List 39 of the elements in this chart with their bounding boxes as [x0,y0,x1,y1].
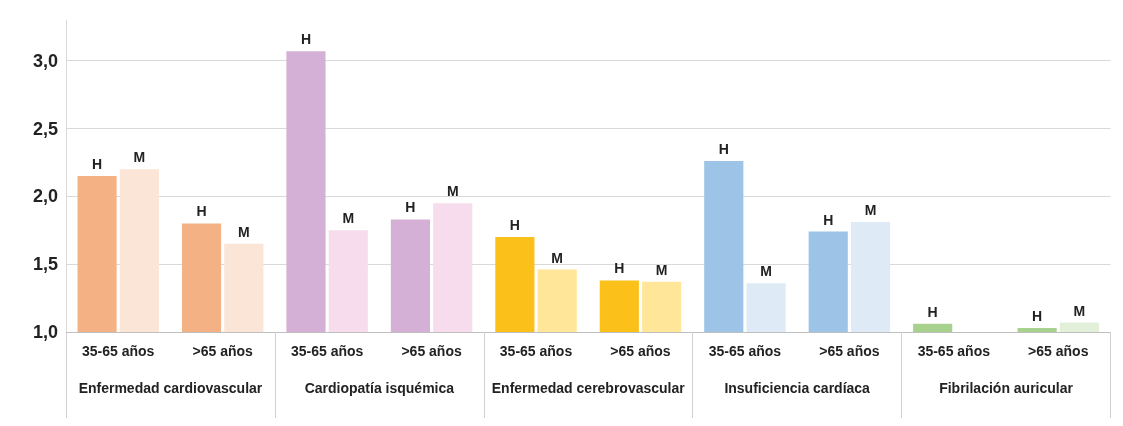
text: H [927,303,938,320]
x-tick-label: >65 años [401,343,462,359]
x-tick-label: 35-65 años [290,343,364,359]
text: M [864,202,877,219]
x-tick-label: >65 años [819,343,880,359]
text: M [446,183,459,200]
text: M [237,223,250,240]
text: M [655,261,668,278]
x-tick-label: 35-65 años [499,343,573,359]
text: H [1032,307,1043,324]
text: M [1073,302,1086,319]
y-tick-label: 1,5 [32,254,58,275]
text: Enfermedad cardiovascular [78,380,263,396]
y-tick-label: 3,0 [32,50,58,71]
text: Enfermedad cerebrovascular [491,380,686,396]
x-tick-label: 35-65 años [82,343,155,359]
text: H [405,199,416,216]
text: Fibrilación auricular [939,380,1074,396]
text: H [196,203,207,220]
series-label: H [92,156,103,172]
text: Cardiopatía isquémica [304,380,455,396]
y-tick-label: 2,0 [32,186,58,207]
text: M [342,210,355,227]
text: Insuficiencia cardíaca [724,380,871,396]
text: M [760,263,772,280]
x-tick-label: 35-65 años [917,343,991,359]
text: H [718,141,729,158]
text: H [614,260,625,277]
x-tick-label: >65 años [610,343,671,359]
text: H [300,31,312,48]
text: M [551,249,564,266]
x-tick-label: >65 años [192,343,254,359]
x-tick-label: >65 años [1028,343,1089,359]
text: H [823,211,834,228]
x-tick-label: 35-65 años [708,343,782,359]
series-label: M [133,149,146,166]
y-tick-label: 1,0 [32,322,58,342]
text: H [509,217,520,234]
y-tick-label: 2,5 [32,118,58,139]
